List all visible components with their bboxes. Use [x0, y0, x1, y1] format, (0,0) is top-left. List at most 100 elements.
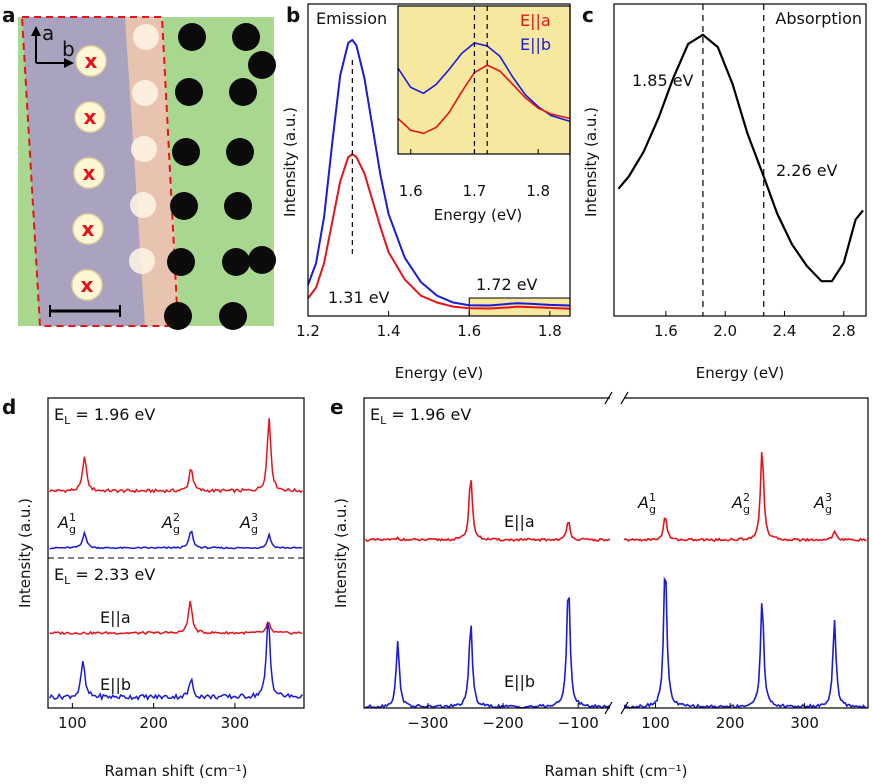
- emission-curve: [307, 38, 571, 307]
- axis-b-label: b: [62, 37, 75, 61]
- x-marker: x: [83, 161, 96, 185]
- absorption-curve: [617, 33, 864, 283]
- pore-hole-dark: [224, 192, 252, 220]
- x-axis-tick-label: 200: [716, 714, 745, 732]
- pore-hole-dark: [248, 51, 276, 79]
- x-axis-tick-label: 2.4: [773, 322, 797, 340]
- plot-frame: [47, 397, 305, 709]
- pore-hole-dark: [232, 23, 260, 51]
- axis-break-mark: [604, 701, 613, 715]
- emission-curve: [307, 152, 571, 310]
- pore-hole: [74, 101, 106, 133]
- micrograph-panel: x x x x x a b: [18, 16, 276, 330]
- x-axis-tick-label: 1.6: [457, 322, 481, 340]
- pore-hole-dark: [172, 138, 200, 166]
- axis-break-mark: [620, 391, 629, 405]
- raman-spectrum: [49, 530, 303, 550]
- x-axis-tick-label: 2.0: [713, 322, 737, 340]
- series-label-e-parallel-b: E||b: [100, 675, 131, 694]
- peak-label-1-85: 1.85 eV: [632, 71, 694, 90]
- panel-label-c: c: [582, 3, 594, 27]
- axis-a-label: a: [42, 21, 54, 45]
- x-axis-label: Energy (eV): [395, 364, 483, 382]
- edge-hole: [131, 136, 157, 162]
- plot-frame: [613, 3, 867, 317]
- raman-spectrum-antistokes: [364, 480, 611, 543]
- raman-spectrum: [49, 418, 303, 494]
- edge-hole: [130, 192, 156, 218]
- emission-chart: 1.2 1.4 1.6 1.8 1.6 1.7 1.8 Emission 1.31 eV …: [281, 3, 571, 382]
- plot-frame: [307, 3, 571, 317]
- inset-tick-label: 1.8: [526, 182, 550, 200]
- inset-background: [398, 6, 570, 154]
- x-axis-tick-label: −200: [482, 714, 523, 732]
- series-label-e-parallel-a: E||a: [504, 512, 535, 531]
- inset-tick-label: 1.7: [463, 182, 487, 200]
- peak-label-1-72: 1.72 eV: [476, 275, 538, 294]
- y-axis-label: Intensity (a.u.): [582, 107, 600, 217]
- pore-hole-dark: [226, 138, 254, 166]
- x-axis-label: Raman shift (cm⁻¹): [544, 762, 687, 780]
- axis-a-arrowhead: [31, 26, 41, 36]
- axis-b-arrowhead: [64, 58, 74, 68]
- x-axis-tick-label: 1.6: [654, 322, 678, 340]
- panel-label-d: d: [2, 395, 16, 419]
- chart-title: Emission: [316, 9, 387, 28]
- axis-break-gap: [610, 392, 624, 714]
- inset-x-axis-label: Energy (eV): [434, 206, 522, 224]
- raman-spectrum-stokes: [623, 452, 867, 543]
- pore-hole-dark: [222, 248, 250, 276]
- pore-hole-dark: [164, 302, 192, 330]
- peak-label-ag2: Ag2: [161, 511, 180, 536]
- raman-chart-d: 100 200 300 EL = 1.96 eV EL = 2.33 eV E||a…: [16, 397, 305, 780]
- pore-hole: [71, 269, 103, 301]
- raman-spectrum: [48, 623, 304, 702]
- pore-hole-dark: [229, 78, 257, 106]
- x-axis-tick-label: 1.2: [296, 322, 320, 340]
- pore-hole: [73, 157, 105, 189]
- x-axis-tick-label: 100: [641, 714, 670, 732]
- panel-label-e: e: [330, 395, 344, 419]
- laser-energy-label: EL = 1.96 eV: [370, 405, 471, 427]
- edge-hole: [132, 80, 158, 106]
- legend-e-parallel-b: E||b: [520, 35, 551, 54]
- peak-label-ag3: Ag3: [813, 491, 832, 516]
- raman-spectrum-stokes: [622, 576, 867, 709]
- edge-hole: [133, 24, 159, 50]
- x-axis-tick-label: −300: [407, 714, 448, 732]
- pore-hole-dark: [248, 246, 276, 274]
- x-axis-tick-label: −100: [558, 714, 599, 732]
- pore-hole: [75, 45, 107, 77]
- y-axis-label: Intensity (a.u.): [332, 498, 350, 608]
- laser-energy-label-2: EL = 2.33 eV: [54, 565, 155, 587]
- x-axis-tick-label: 300: [790, 714, 819, 732]
- x-axis-tick-label: 1.8: [538, 322, 562, 340]
- pore-hole-dark: [219, 302, 247, 330]
- legend-e-parallel-a: E||a: [520, 11, 551, 30]
- inset-curve: [397, 64, 571, 135]
- axis-break-mark: [620, 701, 629, 715]
- raman-spectrum-antistokes: [365, 597, 611, 710]
- panel-label-a: a: [2, 3, 16, 27]
- chart-title: Absorption: [775, 9, 862, 28]
- edge-hole: [129, 248, 155, 274]
- pore-hole-dark: [170, 192, 198, 220]
- series-label-e-parallel-a: E||a: [100, 608, 131, 627]
- peak-label-ag2: Ag2: [731, 491, 750, 516]
- inset-tick-label: 1.6: [399, 182, 423, 200]
- axis-break-mark: [604, 391, 613, 405]
- series-label-e-parallel-b: E||b: [504, 672, 535, 691]
- laser-energy-label-1: EL = 1.96 eV: [54, 405, 155, 427]
- pore-hole: [72, 213, 104, 245]
- absorption-chart: 1.6 2.0 2.4 2.8 Absorption 1.85 eV 2.26 eV …: [582, 3, 867, 382]
- y-axis-label: Intensity (a.u.): [281, 107, 299, 217]
- x-axis-label: Energy (eV): [696, 364, 784, 382]
- x-axis-tick-label: 200: [139, 714, 168, 732]
- peak-label-ag3: Ag3: [239, 511, 258, 536]
- x-axis-tick-label: 1.4: [377, 322, 401, 340]
- y-axis-label: Intensity (a.u.): [16, 498, 34, 608]
- x-marker: x: [85, 49, 98, 73]
- x-axis-tick-label: 100: [58, 714, 87, 732]
- peak-label-1-31: 1.31 eV: [328, 288, 390, 307]
